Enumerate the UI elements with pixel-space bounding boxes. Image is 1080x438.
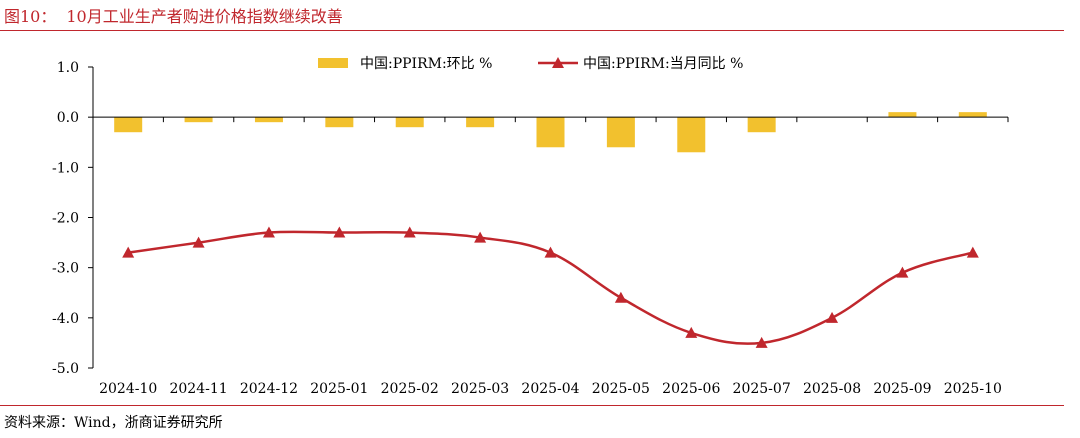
x-tick-label: 2025-07 — [733, 381, 791, 397]
figure-label: 图10： — [4, 7, 57, 26]
x-tick-label: 2025-05 — [592, 381, 650, 397]
marker-2025-08 — [826, 311, 839, 323]
y-tick-label: 0.0 — [57, 110, 79, 126]
bar-2025-06 — [677, 117, 706, 153]
marker-2024-11 — [192, 236, 205, 248]
legend: 中国:PPIRM:环比 % 中国:PPIRM:当月同比 % — [318, 56, 743, 72]
bar-2025-01 — [325, 117, 354, 128]
bottom-divider — [0, 405, 1064, 406]
chart-title: 图10： 10月工业生产者购进价格指数继续改善 — [4, 3, 343, 27]
source-note: 资料来源：Wind，浙商证券研究所 — [4, 415, 223, 431]
figure-title: 10月工业生产者购进价格指数继续改善 — [66, 7, 343, 26]
y-tick-label: -4.0 — [52, 311, 79, 327]
marker-2025-09 — [896, 266, 909, 278]
y-tick-label: -1.0 — [52, 160, 79, 176]
marker-2024-10 — [122, 246, 135, 258]
marker-2025-01 — [333, 226, 346, 238]
x-tick-label: 2024-11 — [169, 381, 227, 397]
legend-label-line: 中国:PPIRM:当月同比 % — [583, 56, 743, 72]
line-markers — [122, 226, 979, 348]
bar-series — [114, 112, 987, 153]
bar-2024-12 — [254, 117, 283, 123]
x-tick-label: 2025-02 — [381, 381, 439, 397]
x-tick-label: 2025-04 — [521, 381, 579, 397]
marker-2024-12 — [262, 226, 275, 238]
x-tick-label: 2024-12 — [240, 381, 298, 397]
bar-2025-09 — [888, 112, 917, 118]
x-tick-label: 2025-06 — [662, 381, 720, 397]
bar-2025-02 — [395, 117, 424, 128]
x-tick-label: 2025-01 — [310, 381, 368, 397]
x-tick-label: 2025-03 — [451, 381, 509, 397]
marker-2025-02 — [403, 226, 416, 238]
marker-2025-05 — [614, 291, 627, 303]
bar-2025-03 — [466, 117, 495, 128]
top-divider — [0, 30, 1064, 31]
y-tick-label: -5.0 — [52, 361, 79, 377]
marker-2025-03 — [474, 231, 487, 243]
y-tick-label: -3.0 — [52, 261, 79, 277]
marker-2025-10 — [966, 246, 979, 258]
x-tick-label: 2024-10 — [99, 381, 157, 397]
marker-2025-04 — [544, 246, 557, 258]
y-tick-label: -2.0 — [52, 211, 79, 227]
legend-swatch-bar — [318, 58, 348, 68]
y-tick-label: 1.0 — [57, 60, 79, 76]
x-ticks: 2024-10 2024-11 2024-12 2025-01 2025-02 2025-… — [92, 117, 1009, 397]
x-tick-label: 2025-10 — [944, 381, 1002, 397]
bar-2025-07 — [747, 117, 776, 133]
legend-label-bar: 中国:PPIRM:环比 % — [360, 56, 492, 72]
y-ticks: 1.0 0.0 -1.0 -2.0 -3.0 -4.0 -5.0 — [52, 60, 93, 377]
bar-2025-05 — [606, 117, 635, 148]
x-tick-label: 2025-09 — [873, 381, 931, 397]
bar-2025-04 — [536, 117, 565, 148]
marker-2025-07 — [755, 336, 768, 348]
x-tick-label: 2025-08 — [803, 381, 861, 397]
bar-2024-11 — [184, 117, 213, 123]
legend-swatch-marker — [552, 57, 564, 68]
bar-2025-10 — [958, 112, 987, 118]
bar-2024-10 — [114, 117, 143, 133]
marker-2025-06 — [685, 326, 698, 338]
